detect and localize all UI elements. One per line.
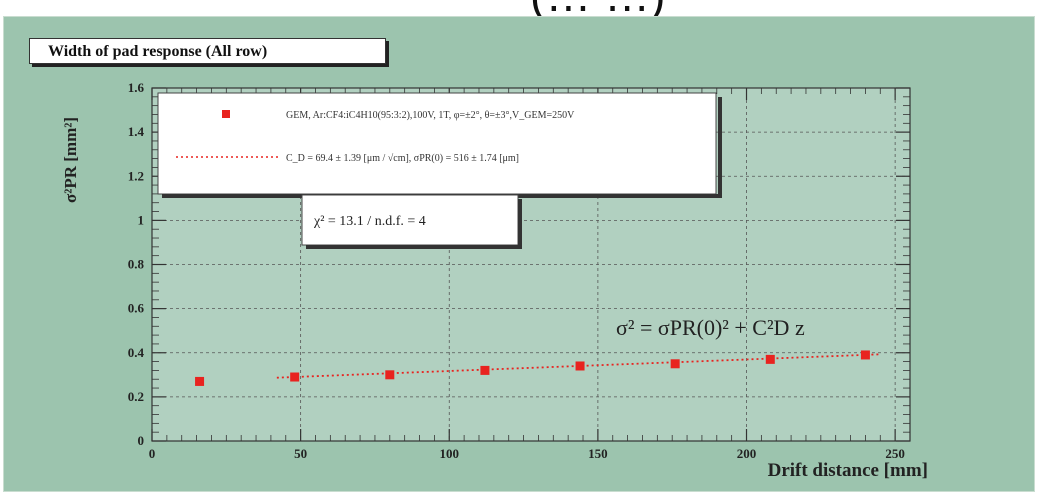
chi2-annotation: χ² = 13.1 / n.d.f. = 4	[313, 214, 426, 229]
x-tick-label: 200	[737, 446, 757, 461]
data-point	[290, 372, 300, 382]
x-tick-label: 100	[440, 446, 460, 461]
chart-panel: Width of pad response (All row) 0 50 100 15…	[3, 16, 1035, 492]
data-point	[385, 370, 395, 380]
y-axis-label: σ²PR [mm²]	[61, 117, 80, 203]
x-axis-label: Drift distance [mm]	[768, 460, 928, 481]
data-point	[480, 365, 490, 375]
formula-annotation: σ² = σPR(0)² + C²D z	[616, 315, 805, 340]
y-tick-label: 0.4	[128, 345, 145, 360]
y-tick-labels: 0 0.2 0.4 0.6 0.8 1 1.2 1.4 1.6	[128, 80, 145, 448]
data-point	[575, 361, 585, 371]
chart-title: Width of pad response (All row)	[29, 38, 386, 64]
data-point	[670, 359, 680, 369]
scatter-plot: 0 50 100 150 200 250 00.20.40.60.811.21.41.6 …	[61, 80, 928, 481]
clipped-header-text: (… …)	[530, 0, 665, 22]
x-tick-label: 50	[294, 446, 307, 461]
y-tick-label: 1.2	[128, 168, 144, 183]
legend: GEM, Ar:CF4:iC4H10(95:3:2),100V, 1T, φ=±…	[157, 92, 722, 198]
y-tick-label: 0	[138, 433, 145, 448]
y-tick-label: 1	[138, 212, 145, 227]
y-tick-label: 1.6	[128, 80, 145, 95]
x-tick-label: 250	[885, 446, 905, 461]
x-tick-label: 0	[149, 446, 156, 461]
legend-label-fit: C_D = 69.4 ± 1.39 [μm / √cm], σPR(0) = 5…	[286, 153, 519, 164]
data-point	[195, 376, 205, 386]
legend-marker-data	[222, 110, 230, 118]
x-tick-label: 150	[588, 446, 608, 461]
y-tick-label: 0.2	[128, 389, 144, 404]
x-tick-labels: 0 50 100 150 200 250	[149, 446, 905, 461]
data-point	[765, 354, 775, 364]
legend-label-data: GEM, Ar:CF4:iC4H10(95:3:2),100V, 1T, φ=±…	[286, 110, 575, 121]
chi2-box: χ² = 13.1 / n.d.f. = 4	[301, 194, 522, 249]
y-tick-label: 1.4	[128, 124, 145, 139]
y-tick-label: 0.6	[128, 301, 145, 316]
data-point	[860, 350, 870, 360]
y-tick-label: 0.8	[128, 257, 145, 272]
data-points-layer	[195, 350, 870, 386]
